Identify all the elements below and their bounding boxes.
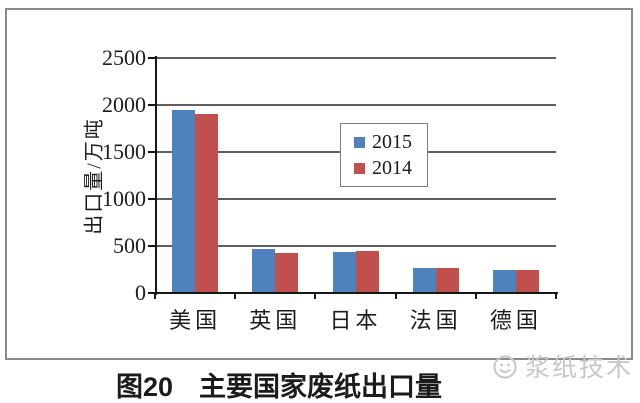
y-tick-label: 2000 <box>102 92 146 117</box>
gridline <box>155 198 556 200</box>
figure-title: 主要国家废纸出口量 <box>199 372 443 402</box>
bar-美国-2015 <box>172 109 196 293</box>
smiley-face-logo <box>493 355 517 379</box>
x-axis-tick <box>555 293 557 299</box>
y-axis-tick <box>148 198 156 200</box>
bar-chart: 出口量/万吨 0 500 1000 1500 2000 2500 美国 英国 日本 法国 德国 20… <box>83 45 558 333</box>
bar-英国-2014 <box>275 252 299 293</box>
y-tick-label: 1500 <box>102 139 146 164</box>
bar-德国-2015 <box>492 270 516 293</box>
gridline <box>155 57 556 59</box>
x-axis-tick <box>474 293 477 299</box>
y-axis-title: 出口量/万吨 <box>83 117 106 235</box>
legend-swatch <box>354 136 365 148</box>
y-tick-label: 0 <box>135 280 146 305</box>
bar-日本-2015 <box>332 251 356 293</box>
y-axis-tick <box>148 245 156 247</box>
bar-日本-2014 <box>355 251 379 293</box>
y-tick-label: 1000 <box>102 186 146 211</box>
figure-border <box>5 8 633 360</box>
x-category-label: 德国 <box>489 308 542 333</box>
x-axis-tick <box>394 293 397 299</box>
bar-美国-2014 <box>195 114 219 293</box>
y-axis-tick <box>148 104 156 106</box>
y-axis-line <box>155 56 157 295</box>
watermark-text: 浆纸技术 <box>525 354 634 382</box>
y-tick-label: 2500 <box>102 45 146 70</box>
figure-caption: 图20 主要国家废纸出口量 <box>0 365 558 403</box>
x-axis-tick <box>154 293 156 299</box>
x-category-label: 法国 <box>409 308 462 333</box>
bar-法国-2015 <box>412 267 436 293</box>
y-tick-label: 500 <box>113 233 146 258</box>
figure-number: 图20 <box>115 372 174 402</box>
gridline <box>155 245 556 247</box>
x-category-label: 美国 <box>169 308 222 333</box>
x-axis-line <box>155 292 558 294</box>
x-axis-tick <box>314 293 317 299</box>
legend-item: 2014 <box>354 158 427 178</box>
bar-英国-2015 <box>252 248 276 293</box>
y-axis-tick <box>148 151 156 153</box>
legend-item: 2015 <box>354 132 427 152</box>
watermark: 浆纸技术 <box>490 348 633 384</box>
y-axis-tick <box>148 292 156 294</box>
bar-法国-2014 <box>435 267 459 293</box>
legend-label: 2014 <box>372 157 412 179</box>
chart-legend: 2015 2014 <box>340 123 428 187</box>
x-axis-tick <box>234 293 237 299</box>
x-category-label: 日本 <box>329 308 382 333</box>
x-category-label: 英国 <box>249 308 302 333</box>
gridline <box>155 104 556 106</box>
legend-label: 2015 <box>372 131 412 153</box>
bar-德国-2014 <box>515 270 539 293</box>
legend-swatch <box>354 162 365 174</box>
y-axis-tick <box>148 57 156 59</box>
